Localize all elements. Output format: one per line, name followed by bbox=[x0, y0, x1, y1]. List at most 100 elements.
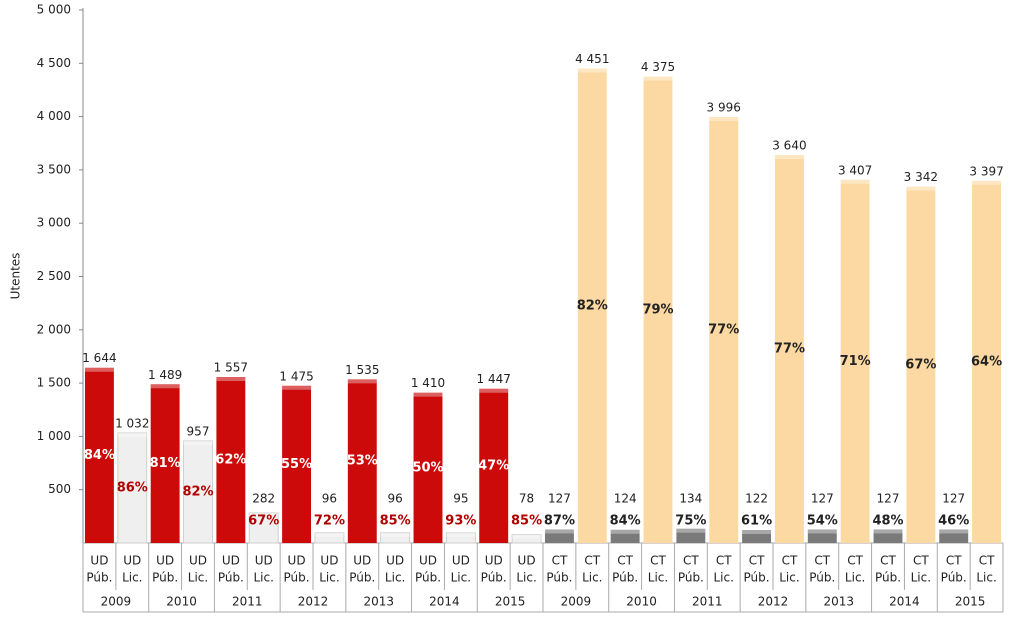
y-axis-label: Utentes bbox=[9, 253, 23, 300]
percent-label: 72% bbox=[314, 514, 345, 529]
x-tick-label: UD bbox=[222, 554, 240, 568]
x-tick-label: CT bbox=[617, 554, 633, 568]
value-label: 3 996 bbox=[707, 101, 741, 115]
year-label: 2012 bbox=[298, 595, 329, 609]
x-tick-label: Lic. bbox=[648, 571, 668, 585]
x-tick-label: UD bbox=[386, 554, 404, 568]
value-label: 282 bbox=[252, 492, 275, 506]
bar-highlight bbox=[774, 154, 804, 159]
y-tick-label: 2 500 bbox=[37, 269, 71, 283]
x-tick-label: UD bbox=[518, 554, 536, 568]
year-label: 2015 bbox=[955, 595, 986, 609]
x-tick-label: Púb. bbox=[86, 571, 112, 585]
x-tick-label: Lic. bbox=[713, 571, 733, 585]
bar-highlight bbox=[446, 532, 476, 537]
bar bbox=[511, 534, 542, 544]
value-label: 3 407 bbox=[838, 163, 872, 177]
value-label: 3 342 bbox=[904, 170, 938, 184]
x-tick-label: UD bbox=[452, 554, 470, 568]
x-tick-label: Lic. bbox=[845, 571, 865, 585]
percent-label: 55% bbox=[281, 457, 312, 472]
x-tick-label: Púb. bbox=[284, 571, 310, 585]
x-tick-label: Lic. bbox=[188, 571, 208, 585]
percent-label: 86% bbox=[117, 480, 148, 495]
value-label: 78 bbox=[519, 492, 534, 506]
value-label: 1 475 bbox=[279, 369, 313, 383]
x-tick-label: Púb. bbox=[941, 571, 967, 585]
y-tick-label: 3 000 bbox=[37, 216, 71, 230]
bar bbox=[840, 179, 870, 544]
x-tick-label: Púb. bbox=[809, 571, 835, 585]
bar-highlight bbox=[807, 529, 837, 534]
x-tick-label: CT bbox=[749, 554, 765, 568]
bar-highlight bbox=[183, 440, 213, 445]
y-tick-label: 3 500 bbox=[37, 162, 71, 176]
bar-highlight bbox=[117, 432, 147, 437]
x-tick-label: Púb. bbox=[744, 571, 770, 585]
bar-highlight bbox=[643, 76, 673, 81]
bar bbox=[84, 367, 114, 543]
value-label: 1 644 bbox=[82, 351, 116, 365]
x-tick-label: UD bbox=[353, 554, 371, 568]
percent-label: 87% bbox=[544, 514, 575, 529]
percent-label: 84% bbox=[610, 514, 641, 529]
x-tick-label: UD bbox=[255, 554, 273, 568]
bar bbox=[676, 528, 706, 543]
bar-highlight bbox=[840, 179, 870, 184]
y-tick-label: 5 000 bbox=[37, 3, 71, 17]
year-label: 2009 bbox=[101, 595, 132, 609]
percent-label: 61% bbox=[741, 514, 772, 529]
x-tick-label: Lic. bbox=[582, 571, 602, 585]
x-tick-label: CT bbox=[552, 554, 568, 568]
x-tick-label: CT bbox=[782, 554, 798, 568]
bar-highlight bbox=[972, 180, 1002, 185]
year-label: 2013 bbox=[363, 595, 394, 609]
x-tick-label: CT bbox=[880, 554, 896, 568]
x-tick-label: UD bbox=[288, 554, 306, 568]
percent-label: 71% bbox=[840, 354, 871, 369]
year-label: 2009 bbox=[561, 595, 592, 609]
bar bbox=[939, 529, 969, 543]
value-label: 1 410 bbox=[411, 376, 445, 390]
x-tick-label: Lic. bbox=[253, 571, 273, 585]
bar bbox=[807, 529, 837, 543]
x-tick-label: CT bbox=[847, 554, 863, 568]
percent-label: 64% bbox=[971, 354, 1002, 369]
x-tick-label: Púb. bbox=[481, 571, 507, 585]
percent-label: 54% bbox=[807, 514, 838, 529]
bar bbox=[774, 154, 804, 543]
bar-highlight bbox=[939, 529, 969, 534]
value-label: 1 447 bbox=[477, 372, 511, 386]
x-tick-label: Lic. bbox=[319, 571, 339, 585]
value-label: 1 489 bbox=[148, 368, 182, 382]
percent-label: 67% bbox=[905, 357, 936, 372]
value-label: 124 bbox=[614, 492, 637, 506]
x-tick-label: CT bbox=[979, 554, 995, 568]
x-tick-label: Lic. bbox=[385, 571, 405, 585]
percent-label: 82% bbox=[182, 484, 213, 499]
x-tick-label: Lic. bbox=[451, 571, 471, 585]
percent-label: 81% bbox=[150, 456, 181, 471]
bar bbox=[183, 440, 213, 544]
bar-highlight bbox=[676, 528, 706, 533]
x-tick-label: Lic. bbox=[976, 571, 996, 585]
percent-label: 82% bbox=[577, 298, 608, 313]
x-tick-label: Lic. bbox=[779, 571, 799, 585]
bar bbox=[610, 529, 640, 543]
x-tick-label: UD bbox=[485, 554, 503, 568]
percent-label: 77% bbox=[774, 341, 805, 356]
percent-label: 85% bbox=[380, 514, 411, 529]
bar-highlight bbox=[610, 529, 640, 534]
value-label: 134 bbox=[679, 492, 702, 506]
bar bbox=[906, 186, 936, 543]
x-tick-label: UD bbox=[419, 554, 437, 568]
bar bbox=[709, 117, 739, 543]
x-tick-label: UD bbox=[189, 554, 207, 568]
x-tick-label: Púb. bbox=[678, 571, 704, 585]
bar-highlight bbox=[709, 117, 739, 122]
value-label: 96 bbox=[322, 492, 337, 506]
bar-highlight bbox=[380, 532, 410, 537]
value-label: 3 397 bbox=[969, 164, 1003, 178]
value-label: 1 535 bbox=[345, 363, 379, 377]
